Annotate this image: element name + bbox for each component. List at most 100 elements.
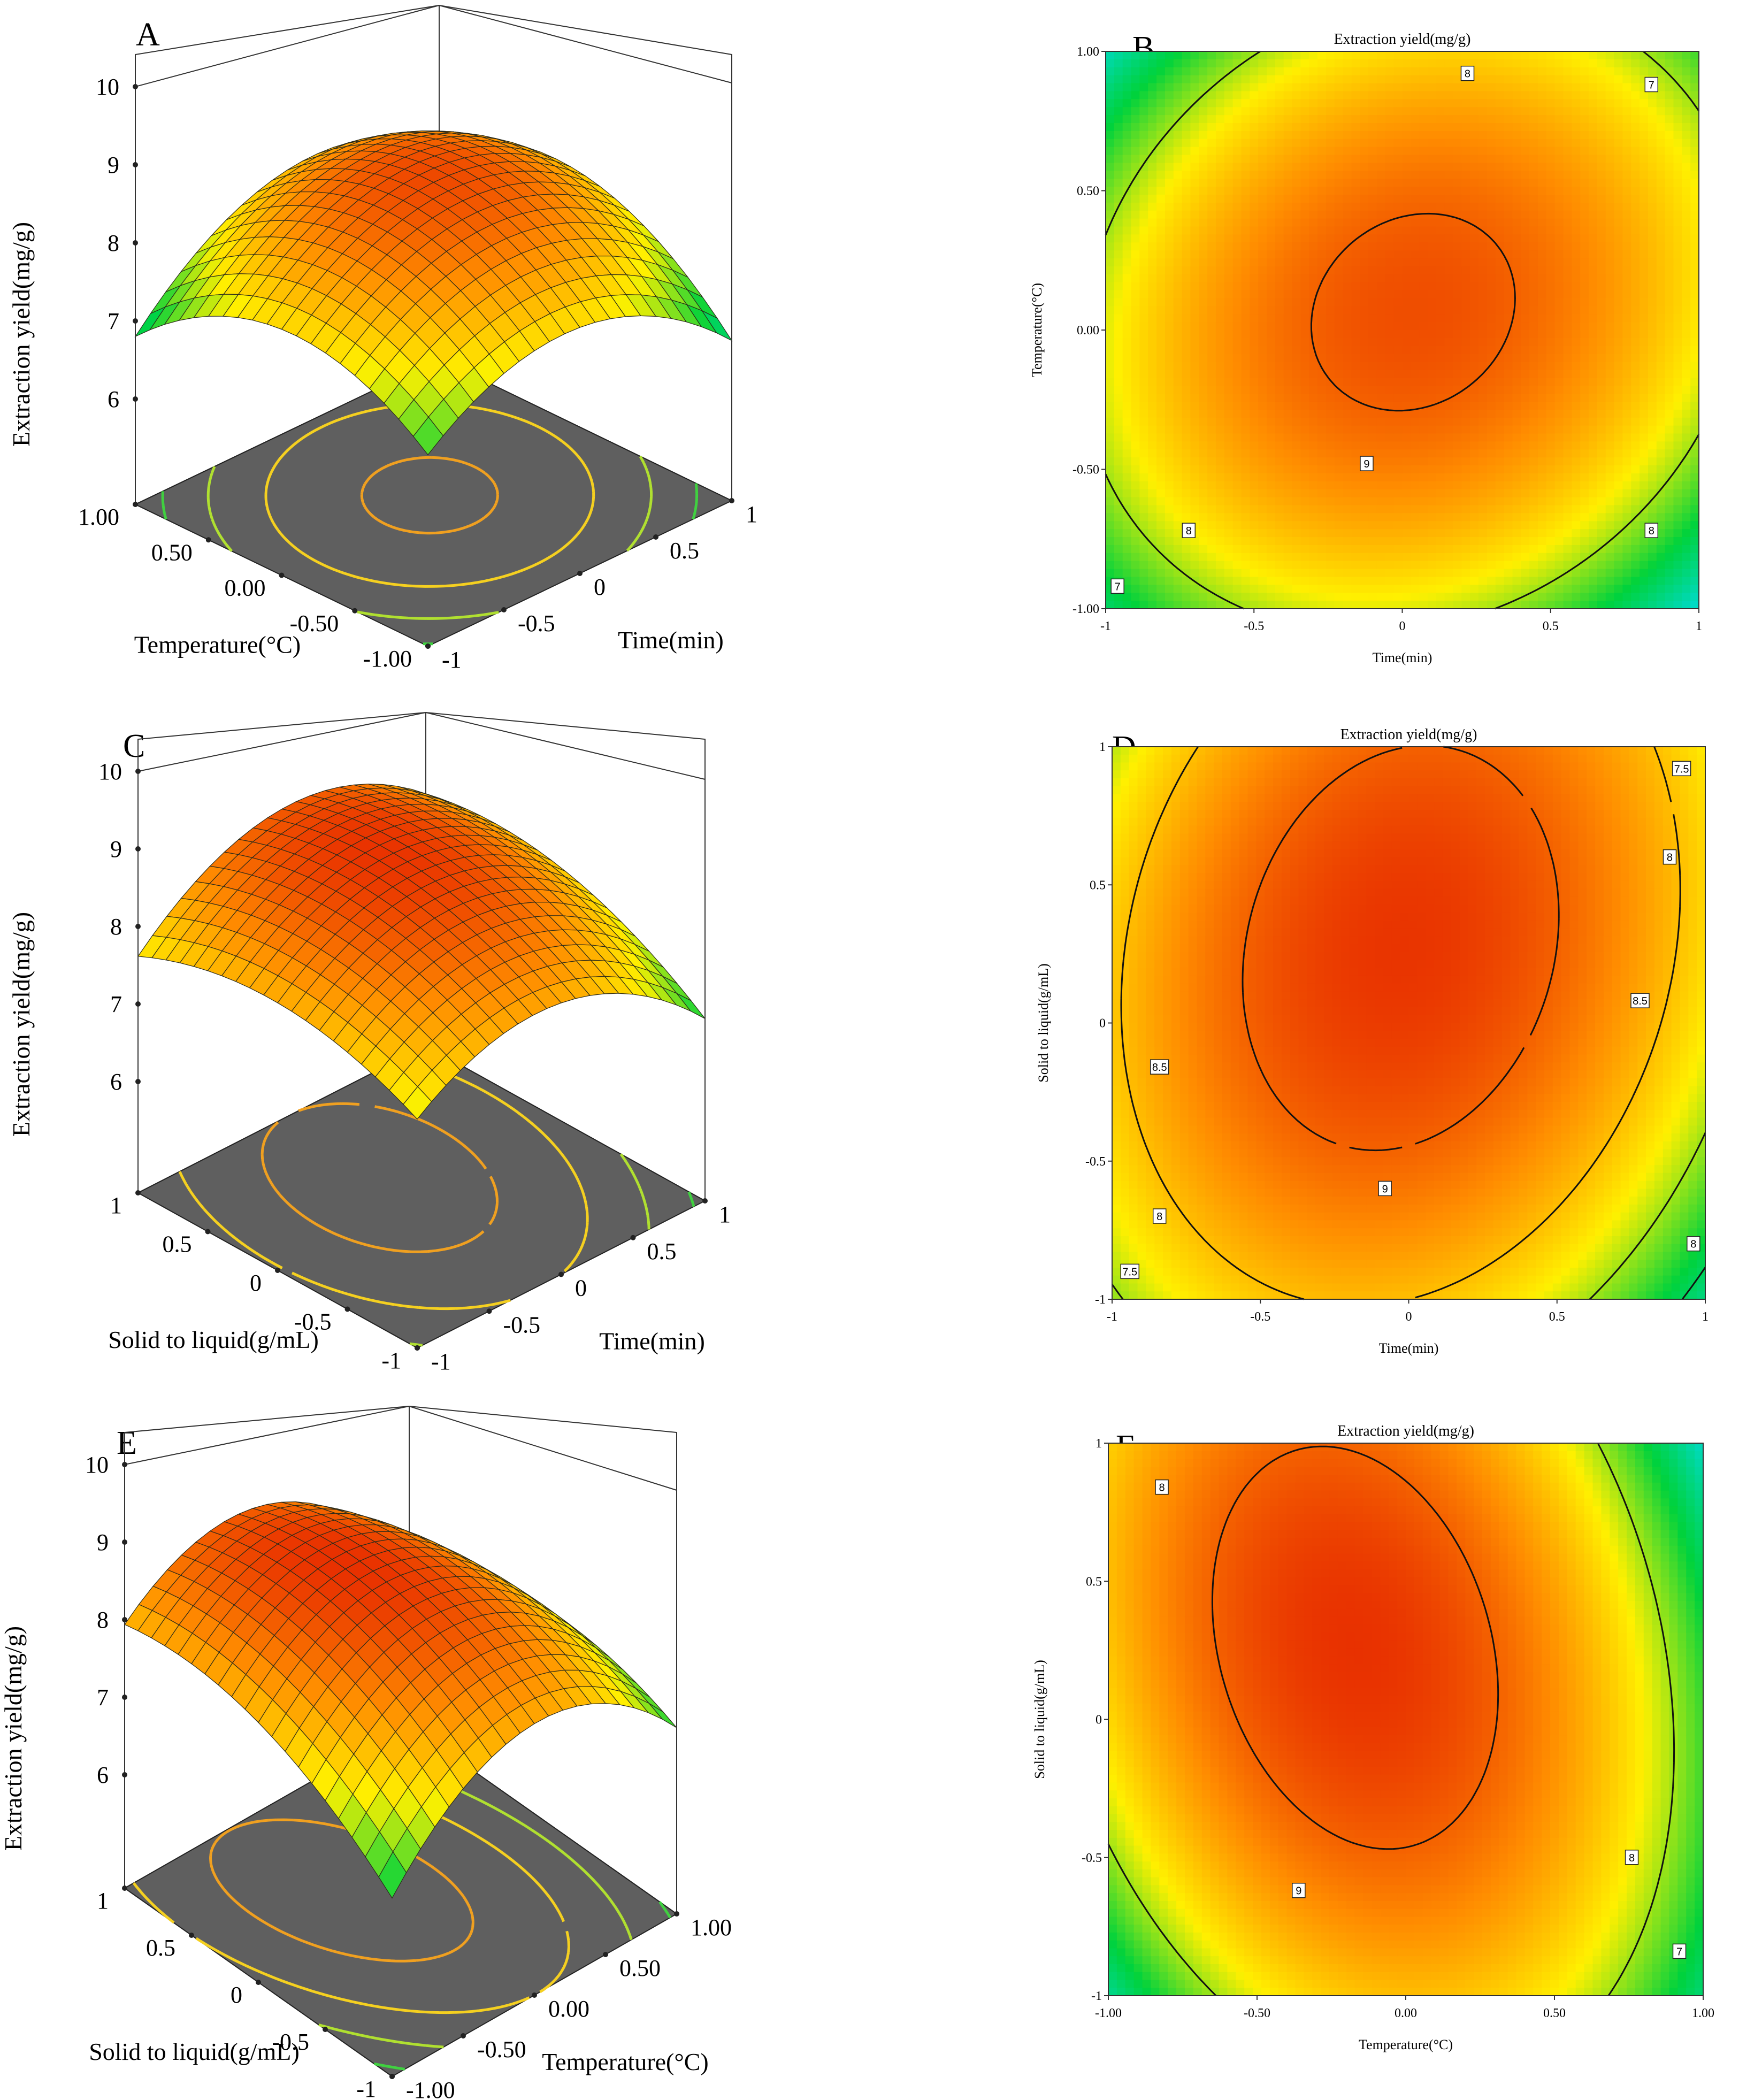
heatmap-cell <box>1419 585 1428 593</box>
heatmap-cell <box>1419 99 1428 108</box>
heatmap-cell <box>1275 163 1284 171</box>
heatmap-cell <box>1537 202 1547 211</box>
heatmap-cell <box>1368 505 1377 513</box>
heatmap-cell <box>1597 83 1606 92</box>
heatmap-cell <box>1190 489 1199 498</box>
heatmap-cell <box>1453 521 1462 530</box>
heatmap-cell <box>1614 386 1623 394</box>
heatmap-cell <box>1436 155 1445 163</box>
heatmap-cell <box>1529 266 1538 275</box>
heatmap-cell <box>1640 155 1649 163</box>
heatmap-cell <box>1537 99 1547 108</box>
heatmap-cell <box>1309 322 1318 331</box>
heatmap-cell <box>1241 218 1250 227</box>
heatmap-cell <box>1580 122 1589 132</box>
heatmap-cell <box>1537 147 1547 156</box>
heatmap-cell <box>1614 425 1623 434</box>
heatmap-cell <box>1207 457 1216 466</box>
heatmap-cell <box>1199 234 1208 243</box>
heatmap-cell <box>1640 553 1649 562</box>
heatmap-cell <box>1267 409 1276 418</box>
heatmap-cell <box>1563 99 1572 108</box>
heatmap-cell <box>1309 401 1318 410</box>
heatmap-cell <box>1529 362 1538 371</box>
z-tick-label: 7 <box>108 308 119 334</box>
heatmap-cell <box>1326 226 1335 235</box>
heatmap-cell <box>1546 298 1556 306</box>
heatmap-cell <box>1309 202 1318 211</box>
heatmap-cell <box>1334 322 1344 331</box>
heatmap-cell <box>1470 569 1479 578</box>
heatmap-cell <box>1165 250 1174 259</box>
heatmap-cell <box>1300 409 1309 418</box>
heatmap-cell <box>1537 553 1547 562</box>
heatmap-cell <box>1292 370 1301 378</box>
heatmap-cell <box>1165 83 1174 92</box>
heatmap-cell <box>1640 187 1649 195</box>
heatmap-cell <box>1106 441 1115 450</box>
heatmap-cell <box>1275 593 1284 601</box>
heatmap-cell <box>1275 409 1284 418</box>
heatmap-cell <box>1453 258 1462 267</box>
heatmap-cell <box>1267 51 1276 60</box>
heatmap-cell <box>1241 561 1250 570</box>
heatmap-cell <box>1589 354 1598 363</box>
heatmap-cell <box>1631 465 1640 474</box>
heatmap-cell <box>1470 386 1479 394</box>
heatmap-cell <box>1453 187 1462 195</box>
heatmap-cell <box>1605 202 1615 211</box>
heatmap-cell <box>1631 394 1640 402</box>
heatmap-cell <box>1385 378 1395 386</box>
heatmap-cell <box>1250 537 1259 546</box>
heatmap-cell <box>1453 601 1462 609</box>
heatmap-cell <box>1512 266 1521 275</box>
heatmap-cell <box>1368 585 1377 593</box>
heatmap-cell <box>1554 75 1564 84</box>
heatmap-cell <box>1139 409 1148 418</box>
heatmap-cell <box>1631 266 1640 275</box>
heatmap-cell <box>1139 473 1148 482</box>
heatmap-cell <box>1495 330 1505 339</box>
heatmap-cell <box>1572 147 1581 156</box>
heatmap-cell <box>1419 521 1428 530</box>
heatmap-cell <box>1580 67 1589 76</box>
heatmap-cell <box>1215 290 1225 299</box>
heatmap-cell <box>1368 370 1377 378</box>
heatmap-cell <box>1368 417 1377 426</box>
heatmap-cell <box>1207 258 1216 267</box>
heatmap-cell <box>1597 250 1606 259</box>
heatmap-cell <box>1165 545 1174 554</box>
heatmap-cell <box>1156 489 1166 498</box>
heatmap-cell <box>1122 202 1132 211</box>
heatmap-cell <box>1148 274 1157 283</box>
heatmap-cell <box>1640 449 1649 458</box>
heatmap-cell <box>1537 401 1547 410</box>
heatmap-cell <box>1139 497 1148 506</box>
heatmap-cell <box>1461 147 1470 156</box>
heatmap-cell <box>1309 521 1318 530</box>
heatmap-cell <box>1546 210 1556 219</box>
heatmap-cell <box>1317 83 1327 92</box>
heatmap-cell <box>1139 449 1148 458</box>
heatmap-cell <box>1309 481 1318 490</box>
heatmap-cell <box>1436 242 1445 251</box>
heatmap-cell <box>1309 362 1318 371</box>
heatmap-cell <box>1351 306 1360 315</box>
heatmap-cell <box>1554 553 1564 562</box>
heatmap-cell <box>1487 505 1496 513</box>
heatmap-cell <box>1267 282 1276 291</box>
heatmap-cell <box>1173 298 1183 306</box>
heatmap-cell <box>1207 99 1216 108</box>
heatmap-cell <box>1309 545 1318 554</box>
heatmap-cell <box>1114 91 1123 99</box>
heatmap-cell <box>1563 59 1572 68</box>
heatmap-cell <box>1292 601 1301 609</box>
heatmap-cell <box>1393 250 1403 259</box>
heatmap-cell <box>1309 282 1318 291</box>
heatmap-cell <box>1360 553 1369 562</box>
heatmap-cell <box>1622 529 1631 538</box>
heatmap-cell <box>1546 473 1556 482</box>
heatmap-cell <box>1580 234 1589 243</box>
heatmap-cell <box>1309 497 1318 506</box>
heatmap-cell <box>1106 497 1115 506</box>
